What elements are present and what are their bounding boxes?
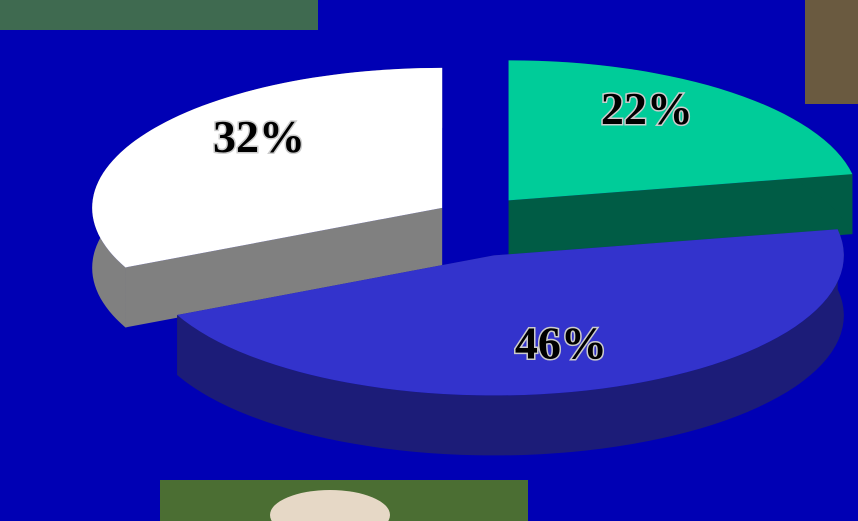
slice-side [177,229,844,456]
slice [177,229,844,396]
slice-label: 32% [213,111,305,162]
slice-side [125,207,443,328]
slice [508,60,853,201]
slice [92,67,443,268]
slice-label: 22% [601,83,693,134]
photo [805,0,858,104]
pie: 32% 22% 46% [92,60,853,456]
slice-label: 46% [515,318,607,369]
photo-subject [270,490,390,521]
photo [0,0,318,30]
